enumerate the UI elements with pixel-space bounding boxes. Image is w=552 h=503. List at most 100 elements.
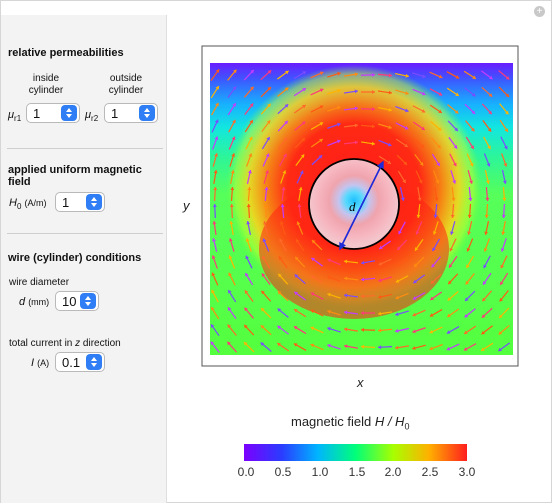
field-arrow-head [433,214,438,218]
field-arrow-head [229,204,234,208]
field-arrow-head [469,162,474,167]
field-arrow-head [453,162,457,167]
field-arrow-head [485,180,490,184]
field-arrow-head [267,87,271,91]
field-arrow-head [293,343,298,347]
field-arrow-head [487,128,492,132]
field-arrow-head [281,187,286,191]
field-arrow-head [354,72,358,77]
field-arrow-head [405,91,409,96]
diameter-spinner-icon[interactable] [80,293,96,309]
field-arrow-head [398,230,402,235]
field-arrow-head [212,238,216,242]
field-arrow-head [310,343,315,348]
field-arrow-head [245,238,250,242]
field-arrow-head [378,311,382,316]
field-arrow-head [243,342,248,346]
field-arrow-head [421,109,426,113]
field-arrow-head [361,260,365,265]
h0-spinner-icon[interactable] [86,194,102,210]
field-arrow-head [387,142,392,147]
field-arrow-head [483,264,487,269]
field-arrow-head [481,347,485,351]
field-arrow-head [465,280,470,285]
field-arrow-head [448,280,452,285]
field-arrow-head [228,272,232,277]
field-arrow-head [260,342,265,346]
field-arrow-head [301,138,305,142]
field-arrow-head [402,179,406,183]
expand-icon[interactable]: + [534,6,545,17]
colorbar-tick: 0.5 [274,465,292,479]
field-arrow-head [422,74,426,79]
mu-r1-symbol: μr1 [8,109,22,123]
field-arrow-head [354,140,358,145]
field-arrow-head [429,346,433,351]
field-arrow-head [260,325,265,329]
field-arrow-head [294,309,298,313]
field-arrow-head [395,312,399,317]
field-arrow-head [446,346,451,351]
field-arrow-head [247,187,252,191]
field-arrow-head [344,327,348,332]
field-arrow-head [261,308,265,312]
field-arrow-head [249,103,254,107]
field-arrow-head [262,255,266,260]
field-arrow-head [230,170,235,174]
field-arrow-head [421,91,426,96]
current-select[interactable]: 0.1 [55,352,105,372]
field-arrow-head [344,310,348,315]
field-arrow-head [452,180,457,184]
field-arrow-head [465,297,469,301]
field-arrow-head [232,86,237,90]
field-arrow-head [344,293,348,298]
d-symbol: d (mm) [19,296,50,308]
field-arrow-head [446,330,451,334]
field-arrow-head [500,281,504,285]
field-arrow-head [404,125,409,130]
mu-r1-value: 1 [33,105,41,121]
h0-select[interactable]: 1 [55,192,105,212]
field-arrow-head [250,69,254,74]
mu-r1-select[interactable]: 1 [26,103,80,123]
field-arrow-head [310,292,315,296]
field-arrow-head [319,88,324,93]
field-section-title: applied uniform magnetic field [8,164,142,188]
field-arrow-head [319,105,324,109]
wire-diameter-label: wire diameter [9,277,70,288]
diameter-select[interactable]: 10 [55,291,99,311]
mu-r1-spinner-icon[interactable] [61,105,77,121]
field-arrow-head [214,136,219,140]
field-arrow-head [453,145,458,149]
field-arrow-head [244,290,249,294]
field-arrow-head [228,255,233,260]
field-arrow-head [310,309,315,314]
field-arrow-head [388,125,392,130]
field-arrow-head [302,88,306,92]
field-arrow-head [327,309,331,314]
mu-r2-select[interactable]: 1 [104,103,158,123]
diameter-value: 10 [62,293,77,309]
field-arrow-head [450,214,455,218]
field-arrow-head [388,73,392,78]
field-arrow-head [432,231,437,235]
field-arrow-head [336,139,341,144]
field-arrow-head [437,127,442,131]
field-arrow-head [211,272,216,277]
field-arrow-head [230,187,235,191]
field-arrow-head [361,327,365,332]
field-arrow-head [469,180,473,184]
field-arrow-head [438,109,442,113]
field-arrow-head [283,137,288,142]
colorbar-title: magnetic field H / H0 [291,414,410,432]
field-arrow-head [455,75,460,79]
field-arrow-head [361,294,365,299]
field-arrow-head [435,180,440,184]
field-arrow-head [404,143,408,147]
field-arrow-head [413,263,418,267]
field-arrow-head [344,276,348,281]
mu-r2-spinner-icon[interactable] [139,105,155,121]
current-spinner-icon[interactable] [86,354,102,370]
field-arrow-head [327,292,331,297]
field-arrow-head [211,255,216,259]
